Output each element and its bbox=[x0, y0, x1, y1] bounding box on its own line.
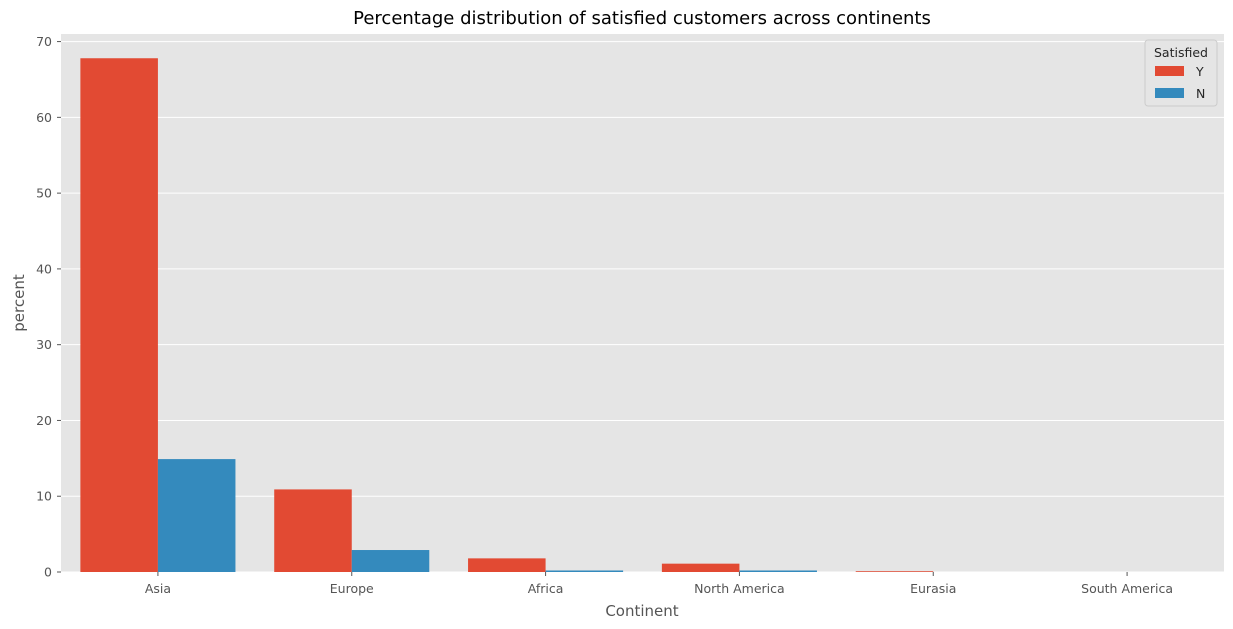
legend-label-y: Y bbox=[1195, 64, 1204, 79]
bar-y-africa bbox=[468, 558, 546, 572]
bar-y-europe bbox=[274, 489, 352, 572]
gridlines bbox=[61, 41, 1224, 573]
x-tick-label: Eurasia bbox=[910, 581, 956, 596]
bar-n-africa bbox=[545, 570, 624, 572]
y-tick-label: 30 bbox=[36, 337, 52, 352]
x-tick-label: Africa bbox=[528, 581, 564, 596]
tick-labels: 0 10 20 30 40 50 60 70 Asia Europe Africa North Ame… bbox=[36, 34, 1173, 596]
y-tick-label: 40 bbox=[36, 261, 52, 276]
legend-label-n: N bbox=[1196, 86, 1205, 101]
y-tick-label: 0 bbox=[44, 565, 52, 580]
bars bbox=[80, 58, 934, 573]
y-axis-label: percent bbox=[10, 274, 28, 332]
x-tick-label: Asia bbox=[145, 581, 171, 596]
y-tick-label: 20 bbox=[36, 413, 52, 428]
legend-swatch-n bbox=[1155, 88, 1184, 98]
bar-y-north-america bbox=[661, 563, 740, 572]
plot-area bbox=[61, 34, 1224, 572]
bar-n-europe bbox=[351, 550, 430, 572]
legend-title: Satisfied bbox=[1154, 45, 1208, 60]
x-tick-label: South America bbox=[1081, 581, 1173, 596]
bar-y-asia bbox=[80, 58, 158, 573]
x-tick-label: Europe bbox=[330, 581, 374, 596]
legend-swatch-y bbox=[1155, 66, 1184, 76]
y-tick-label: 60 bbox=[36, 110, 52, 125]
bar-y-eurasia bbox=[855, 571, 934, 572]
y-tick-label: 10 bbox=[36, 489, 52, 504]
legend: Satisfied Y N bbox=[1144, 39, 1218, 107]
y-tick-label: 70 bbox=[36, 34, 52, 49]
bar-n-north-america bbox=[739, 570, 817, 572]
bar-n-asia bbox=[157, 459, 236, 572]
y-tick-label: 50 bbox=[36, 186, 52, 201]
x-tick-label: North America bbox=[694, 581, 785, 596]
chart-title: Percentage distribution of satisfied cus… bbox=[353, 8, 931, 29]
x-axis-label: Continent bbox=[605, 602, 678, 620]
